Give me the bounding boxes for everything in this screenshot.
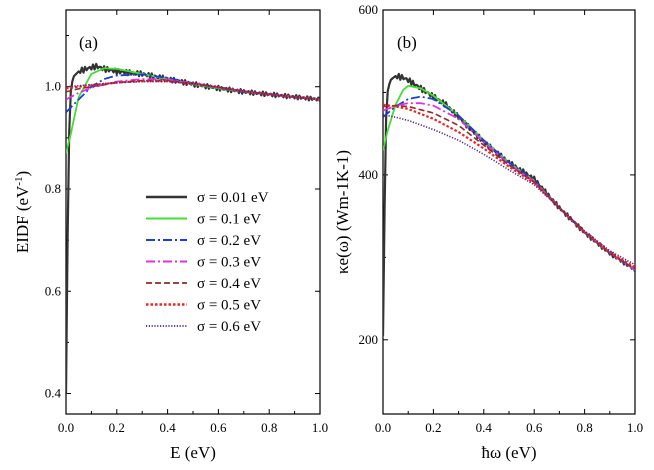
panel-a-y-ticks: 0.4 0.6 0.8 1.0 xyxy=(45,35,320,401)
legend-entry-label: σ = 0.01 eV xyxy=(197,190,269,206)
series-line xyxy=(383,95,635,271)
x-tick-label: 0.0 xyxy=(58,420,74,435)
legend-entry-label: σ = 0.3 eV xyxy=(197,255,261,271)
panel-a-label: (a) xyxy=(79,33,98,52)
x-tick-label: 0.2 xyxy=(109,420,125,435)
panel-b-y-ticks: 200 400 600 xyxy=(359,2,635,347)
y-tick-label: 600 xyxy=(359,2,379,17)
x-tick-label: 1.0 xyxy=(627,420,643,435)
x-tick-label: 0.4 xyxy=(476,420,493,435)
series-line xyxy=(383,113,635,266)
panel-a-x-axis-title: E (eV) xyxy=(170,443,216,462)
x-tick-label: 0.8 xyxy=(261,420,277,435)
legend-entry-label: σ = 0.5 eV xyxy=(197,298,261,314)
legend: σ = 0.01 eV σ = 0.1 eV σ = 0.2 eV σ = 0.3 e… xyxy=(146,190,269,335)
legend-entry-label: σ = 0.1 eV xyxy=(197,212,261,228)
y-tick-label: 0.8 xyxy=(45,181,61,196)
y-tick-label: 0.4 xyxy=(45,386,62,401)
panel-b-label: (b) xyxy=(397,33,417,52)
y-tick-label: 400 xyxy=(359,167,379,182)
panel-b-x-axis-title: ħω (eV) xyxy=(481,443,536,462)
panel-b-x-ticks: 0.0 0.2 0.4 0.6 0.8 1.0 xyxy=(375,10,643,435)
y-tick-label: 1.0 xyxy=(45,79,61,94)
series-line xyxy=(66,80,320,101)
x-tick-label: 1.0 xyxy=(312,420,328,435)
legend-entry-label: σ = 0.4 eV xyxy=(197,276,261,292)
x-tick-label: 0.8 xyxy=(576,420,592,435)
x-tick-label: 0.2 xyxy=(425,420,441,435)
y-tick-label: 200 xyxy=(359,332,379,347)
legend-entry-label: σ = 0.2 eV xyxy=(197,233,261,249)
series-line xyxy=(383,103,635,269)
x-tick-label: 0.0 xyxy=(375,420,391,435)
x-tick-label: 0.6 xyxy=(210,420,227,435)
panel-b-series xyxy=(383,72,635,336)
panel-a-chart: 0.0 0.2 0.4 0.6 0.8 1.0 0.4 0.6 0.8 1.0 (a) E (e… xyxy=(13,9,328,462)
x-tick-label: 0.6 xyxy=(526,420,543,435)
panel-b-chart: 0.0 0.2 0.4 0.6 0.8 1.0 200 400 600 (b) ħω (eV)… xyxy=(333,2,643,462)
legend-entry-label: σ = 0.6 eV xyxy=(197,319,261,335)
y-tick-label: 0.6 xyxy=(45,283,62,298)
panel-a-series xyxy=(66,62,320,394)
panel-a-x-ticks: 0.0 0.2 0.4 0.6 0.8 1.0 xyxy=(58,10,328,435)
panel-a-y-axis-title: EIDF (eV-1) xyxy=(13,171,32,253)
panel-a-plot-frame xyxy=(65,9,321,415)
panel-b-y-axis-title: κe(ω) (Wm-1K-1) xyxy=(333,150,352,274)
x-tick-label: 0.4 xyxy=(159,420,176,435)
panel-b-plot-frame xyxy=(382,9,636,415)
